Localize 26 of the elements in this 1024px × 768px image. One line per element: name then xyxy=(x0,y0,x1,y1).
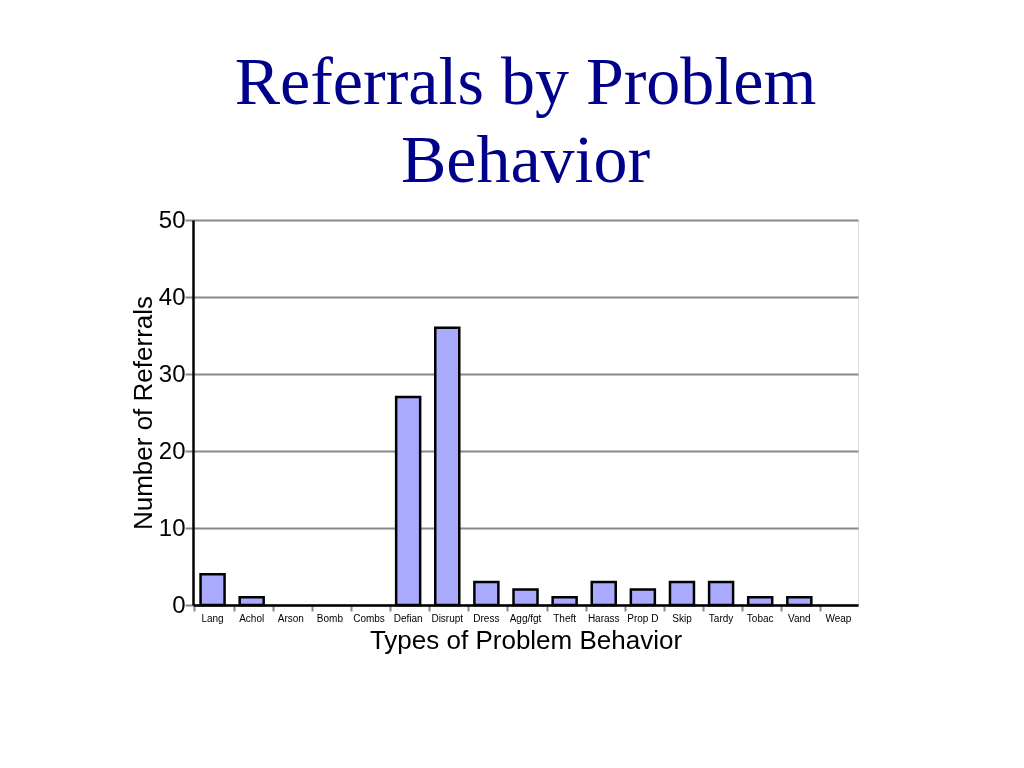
x-tick-label: Skip xyxy=(672,612,693,624)
x-tick-label: Disrupt xyxy=(431,612,464,624)
x-tick-label: Bomb xyxy=(316,612,344,624)
y-tick-label: 30 xyxy=(158,359,186,387)
x-tick-label: Agg/fgt xyxy=(509,612,542,624)
y-tick-label: 50 xyxy=(158,205,186,233)
y-tick-label: 10 xyxy=(158,513,186,541)
y-tick-label: 40 xyxy=(158,282,186,310)
x-tick-label: Theft xyxy=(553,612,577,624)
y-axis-title: Number of Referrals xyxy=(127,295,158,531)
x-tick-label: Prop D xyxy=(627,612,659,624)
y-tick-label: 20 xyxy=(158,436,186,464)
x-tick-label: Weap xyxy=(825,612,852,624)
x-tick-label: Combs xyxy=(353,612,385,624)
chart-title: Referrals by Problem Behavior xyxy=(234,43,817,197)
x-tick-label: Achol xyxy=(239,612,265,624)
x-tick-label: Lang xyxy=(201,612,224,624)
x-tick-label: Tobac xyxy=(746,612,774,624)
x-tick-label: Tardy xyxy=(708,612,734,624)
y-tick-label: 0 xyxy=(172,590,186,618)
x-tick-label: Vand xyxy=(788,612,811,624)
x-tick-label: Dress xyxy=(473,612,500,624)
x-tick-label: Harass xyxy=(587,612,620,624)
x-axis-title: Types of Problem Behavior xyxy=(369,624,683,655)
x-tick-label: Defian xyxy=(393,612,423,624)
x-tick-label: Arson xyxy=(277,612,304,624)
